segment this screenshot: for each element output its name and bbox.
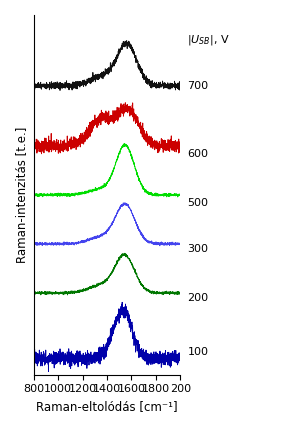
Text: 700: 700 xyxy=(187,81,208,91)
Text: $|U_{SB}|$, V: $|U_{SB}|$, V xyxy=(187,33,230,47)
Text: 500: 500 xyxy=(187,198,208,208)
Text: 200: 200 xyxy=(187,294,208,303)
Text: 100: 100 xyxy=(187,347,208,357)
Y-axis label: Raman-intenzitás [t.e.]: Raman-intenzitás [t.e.] xyxy=(15,127,28,263)
X-axis label: Raman-eltolódás [cm⁻¹]: Raman-eltolódás [cm⁻¹] xyxy=(36,400,178,413)
Text: 300: 300 xyxy=(187,244,208,254)
Text: 600: 600 xyxy=(187,149,208,159)
